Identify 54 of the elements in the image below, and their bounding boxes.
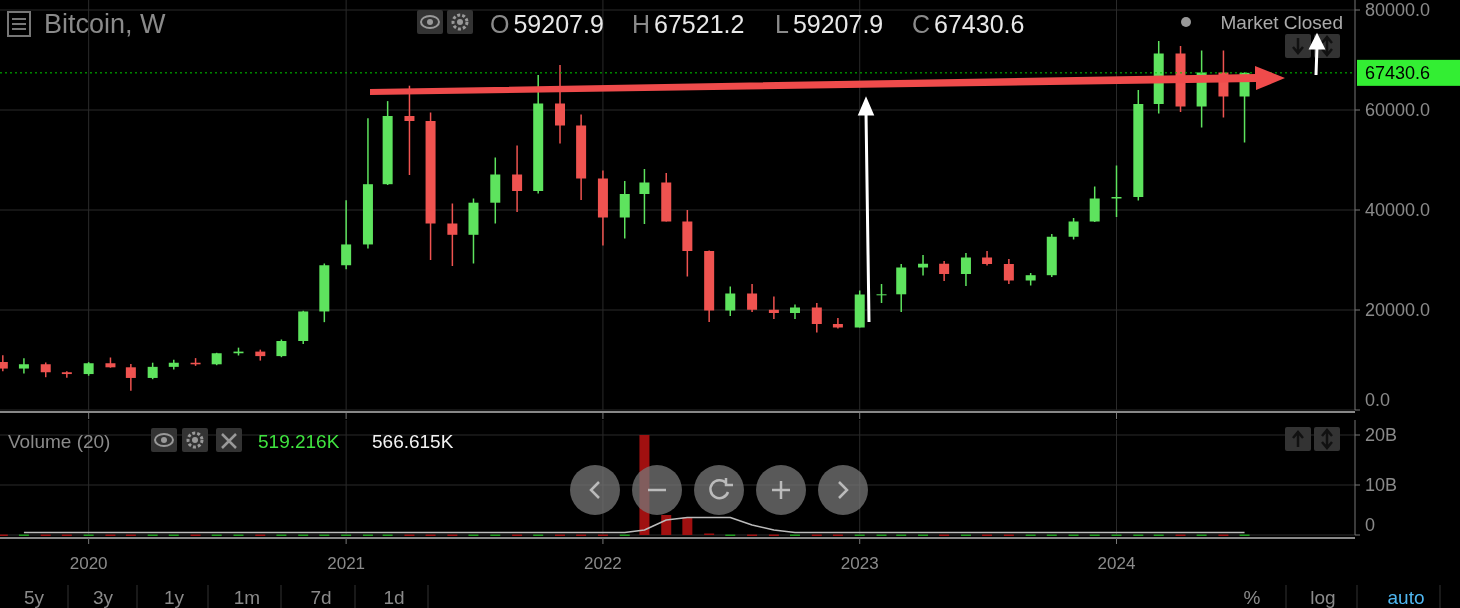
y-tick-label: 40000.0 <box>1365 200 1431 221</box>
text: 1y <box>163 586 185 608</box>
candlestick <box>1003 258 1014 285</box>
candlestick <box>1068 217 1079 241</box>
y-tick-label: 0.0 <box>1365 390 1391 411</box>
candlestick <box>1111 164 1122 218</box>
candlestick <box>811 302 822 334</box>
candlestick <box>18 357 29 375</box>
candlestick <box>725 285 736 317</box>
candlestick <box>555 64 566 145</box>
candlestick <box>960 252 971 287</box>
candlestick <box>404 84 415 176</box>
x-tick-label: 2022 <box>584 553 622 573</box>
candlestick <box>876 283 887 304</box>
candlestick <box>1089 185 1100 223</box>
candlestick <box>918 254 929 277</box>
annotation: O 59207.9 <box>490 9 604 38</box>
text: % <box>1243 586 1261 608</box>
text: 3y <box>92 586 114 608</box>
y-tick-label: 0 <box>1365 515 1376 536</box>
candlestick <box>341 199 352 271</box>
x-tick-label: 2021 <box>327 553 366 573</box>
y-tick-label: 60000.0 <box>1365 100 1431 121</box>
annotation: H 67521.2 <box>632 9 745 38</box>
text: 7d <box>310 586 332 608</box>
annotation: 566.615K <box>372 430 454 452</box>
candlestick <box>447 202 458 267</box>
annotation: L 59207.9 <box>775 9 884 38</box>
candlestick <box>619 180 630 240</box>
x-tick-label: 2024 <box>1097 553 1136 573</box>
candlestick <box>125 363 136 392</box>
y-tick-label: 20B <box>1365 425 1398 446</box>
candlestick <box>512 144 523 213</box>
annotation: Market Closed <box>1220 11 1343 33</box>
candlestick <box>747 283 758 313</box>
chart-title: Bitcoin, W <box>44 9 167 40</box>
y-tick-label: 20000.0 <box>1365 300 1431 321</box>
annotation: C 67430.6 <box>912 9 1025 38</box>
ref-line-label: 67430.6 <box>1365 63 1431 84</box>
text: log <box>1310 586 1336 608</box>
text: auto <box>1387 586 1425 608</box>
candlestick <box>61 370 72 379</box>
annotation: 519.216K <box>258 430 340 452</box>
candlestick <box>939 260 950 282</box>
x-tick-label: 2020 <box>69 553 108 573</box>
candlestick <box>768 295 779 320</box>
y-tick-label: 10B <box>1365 475 1398 496</box>
x-tick-label: 2023 <box>840 553 879 573</box>
candlestick <box>639 168 650 225</box>
text: 1d <box>383 586 405 608</box>
annotation: Volume (20) <box>8 430 111 452</box>
text: 1m <box>233 586 261 608</box>
text: 5y <box>23 586 45 608</box>
y-tick-label: 80000.0 <box>1365 0 1431 21</box>
